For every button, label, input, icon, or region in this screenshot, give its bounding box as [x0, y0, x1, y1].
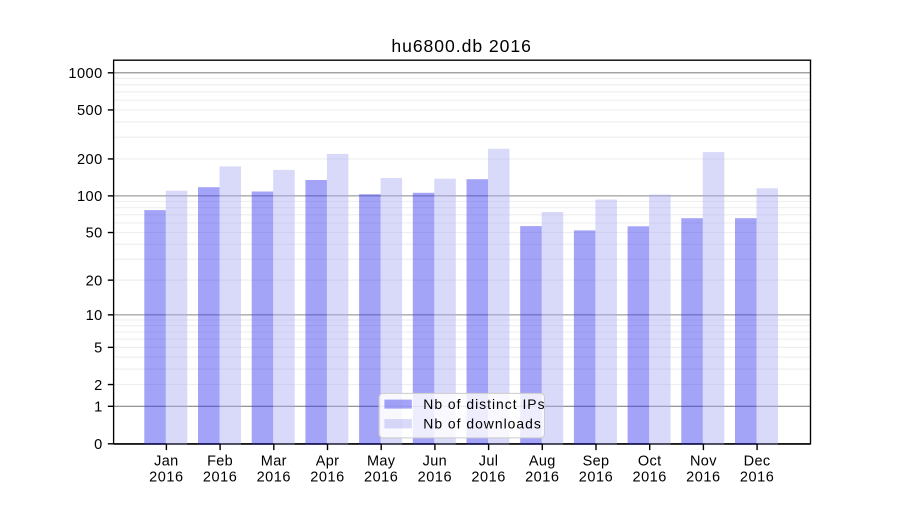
svg-text:Nb of downloads: Nb of downloads [423, 416, 541, 432]
svg-text:0: 0 [94, 437, 103, 453]
svg-text:2016: 2016 [471, 470, 505, 486]
svg-text:1000: 1000 [68, 66, 102, 82]
svg-text:100: 100 [77, 189, 103, 205]
svg-text:50: 50 [86, 226, 103, 242]
svg-text:hu6800.db 2016: hu6800.db 2016 [391, 36, 532, 56]
svg-text:20: 20 [86, 273, 103, 289]
svg-text:10: 10 [86, 308, 103, 324]
svg-text:2: 2 [94, 378, 103, 394]
svg-text:Jan: Jan [154, 454, 178, 470]
svg-text:2016: 2016 [525, 470, 559, 486]
svg-text:Jul: Jul [479, 454, 499, 470]
svg-text:2016: 2016 [310, 470, 344, 486]
svg-text:Nov: Nov [690, 454, 717, 470]
svg-text:Dec: Dec [744, 454, 771, 470]
svg-text:Nb of distinct IPs: Nb of distinct IPs [423, 396, 545, 412]
svg-text:5: 5 [94, 341, 103, 357]
svg-text:May: May [367, 454, 396, 470]
svg-text:1: 1 [94, 400, 103, 416]
svg-text:Apr: Apr [316, 454, 340, 470]
svg-text:2016: 2016 [364, 470, 398, 486]
svg-text:2016: 2016 [257, 470, 291, 486]
svg-text:200: 200 [77, 152, 103, 168]
svg-text:Sep: Sep [583, 454, 610, 470]
svg-text:2016: 2016 [579, 470, 613, 486]
svg-text:Mar: Mar [261, 454, 287, 470]
svg-text:Aug: Aug [529, 454, 556, 470]
svg-text:2016: 2016 [203, 470, 237, 486]
svg-text:2016: 2016 [632, 470, 666, 486]
svg-text:500: 500 [77, 103, 103, 119]
svg-text:Oct: Oct [638, 454, 662, 470]
svg-text:2016: 2016 [418, 470, 452, 486]
svg-text:2016: 2016 [149, 470, 183, 486]
svg-text:2016: 2016 [740, 470, 774, 486]
svg-text:Feb: Feb [207, 454, 233, 470]
svg-text:Jun: Jun [423, 454, 447, 470]
svg-text:2016: 2016 [686, 470, 720, 486]
